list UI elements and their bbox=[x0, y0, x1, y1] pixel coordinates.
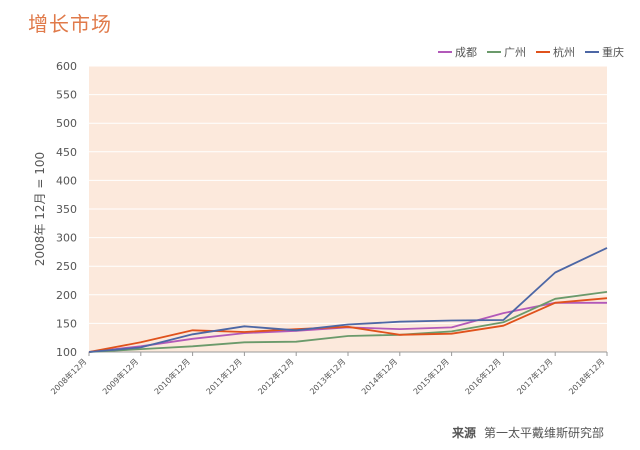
legend-item-chongqing: 重庆 bbox=[585, 44, 624, 60]
legend-item-hangzhou: 杭州 bbox=[536, 44, 575, 60]
legend-item-chengdu: 成都 bbox=[438, 44, 477, 60]
x-tick-label: 2012年12月 bbox=[256, 356, 296, 396]
x-tick-label: 2014年12月 bbox=[359, 356, 399, 396]
legend-swatch bbox=[585, 51, 599, 53]
y-tick-label: 400 bbox=[56, 174, 77, 187]
x-tick-label: 2015年12月 bbox=[411, 356, 451, 396]
legend-label: 重庆 bbox=[602, 46, 624, 59]
y-tick-label: 300 bbox=[56, 232, 77, 245]
legend-swatch bbox=[487, 51, 501, 53]
series-line-重庆 bbox=[88, 247, 608, 353]
x-tick-label: 2010年12月 bbox=[152, 356, 192, 396]
y-tick-label: 250 bbox=[56, 260, 77, 273]
legend-swatch bbox=[536, 51, 550, 53]
legend-item-guangzhou: 广州 bbox=[487, 44, 526, 60]
source-note: 来源 第一太平戴维斯研究部 bbox=[452, 424, 604, 441]
series-line-杭州 bbox=[88, 297, 608, 353]
legend-swatch bbox=[438, 51, 452, 53]
source-text: 第一太平戴维斯研究部 bbox=[484, 426, 605, 440]
y-axis-label: 2008年 12月 = 100 bbox=[33, 152, 47, 266]
x-tick-label: 2008年12月 bbox=[48, 356, 88, 396]
y-tick-label: 150 bbox=[56, 317, 77, 330]
x-tick-label: 2018年12月 bbox=[566, 356, 606, 396]
legend-label: 成都 bbox=[455, 46, 477, 59]
legend-label: 杭州 bbox=[553, 46, 575, 59]
chart-title: 增长市场 bbox=[28, 12, 112, 36]
y-tick-label: 350 bbox=[56, 203, 77, 216]
x-tick-label: 2009年12月 bbox=[100, 356, 140, 396]
series-line-广州 bbox=[88, 291, 608, 353]
y-tick-label: 600 bbox=[56, 60, 77, 73]
legend: 成都 广州 杭州 重庆 bbox=[438, 44, 624, 60]
x-tick-label: 2017年12月 bbox=[515, 356, 555, 396]
y-tick-label: 550 bbox=[56, 89, 77, 102]
y-tick-label: 100 bbox=[56, 346, 77, 359]
x-tick-label: 2013年12月 bbox=[307, 356, 347, 396]
x-tick-label: 2016年12月 bbox=[463, 356, 503, 396]
y-tick-label: 200 bbox=[56, 289, 77, 302]
y-tick-label: 500 bbox=[56, 117, 77, 130]
x-tick-label: 2011年12月 bbox=[204, 356, 244, 396]
source-label: 来源 bbox=[452, 426, 477, 440]
y-tick-label: 450 bbox=[56, 146, 77, 159]
legend-label: 广州 bbox=[504, 46, 526, 59]
